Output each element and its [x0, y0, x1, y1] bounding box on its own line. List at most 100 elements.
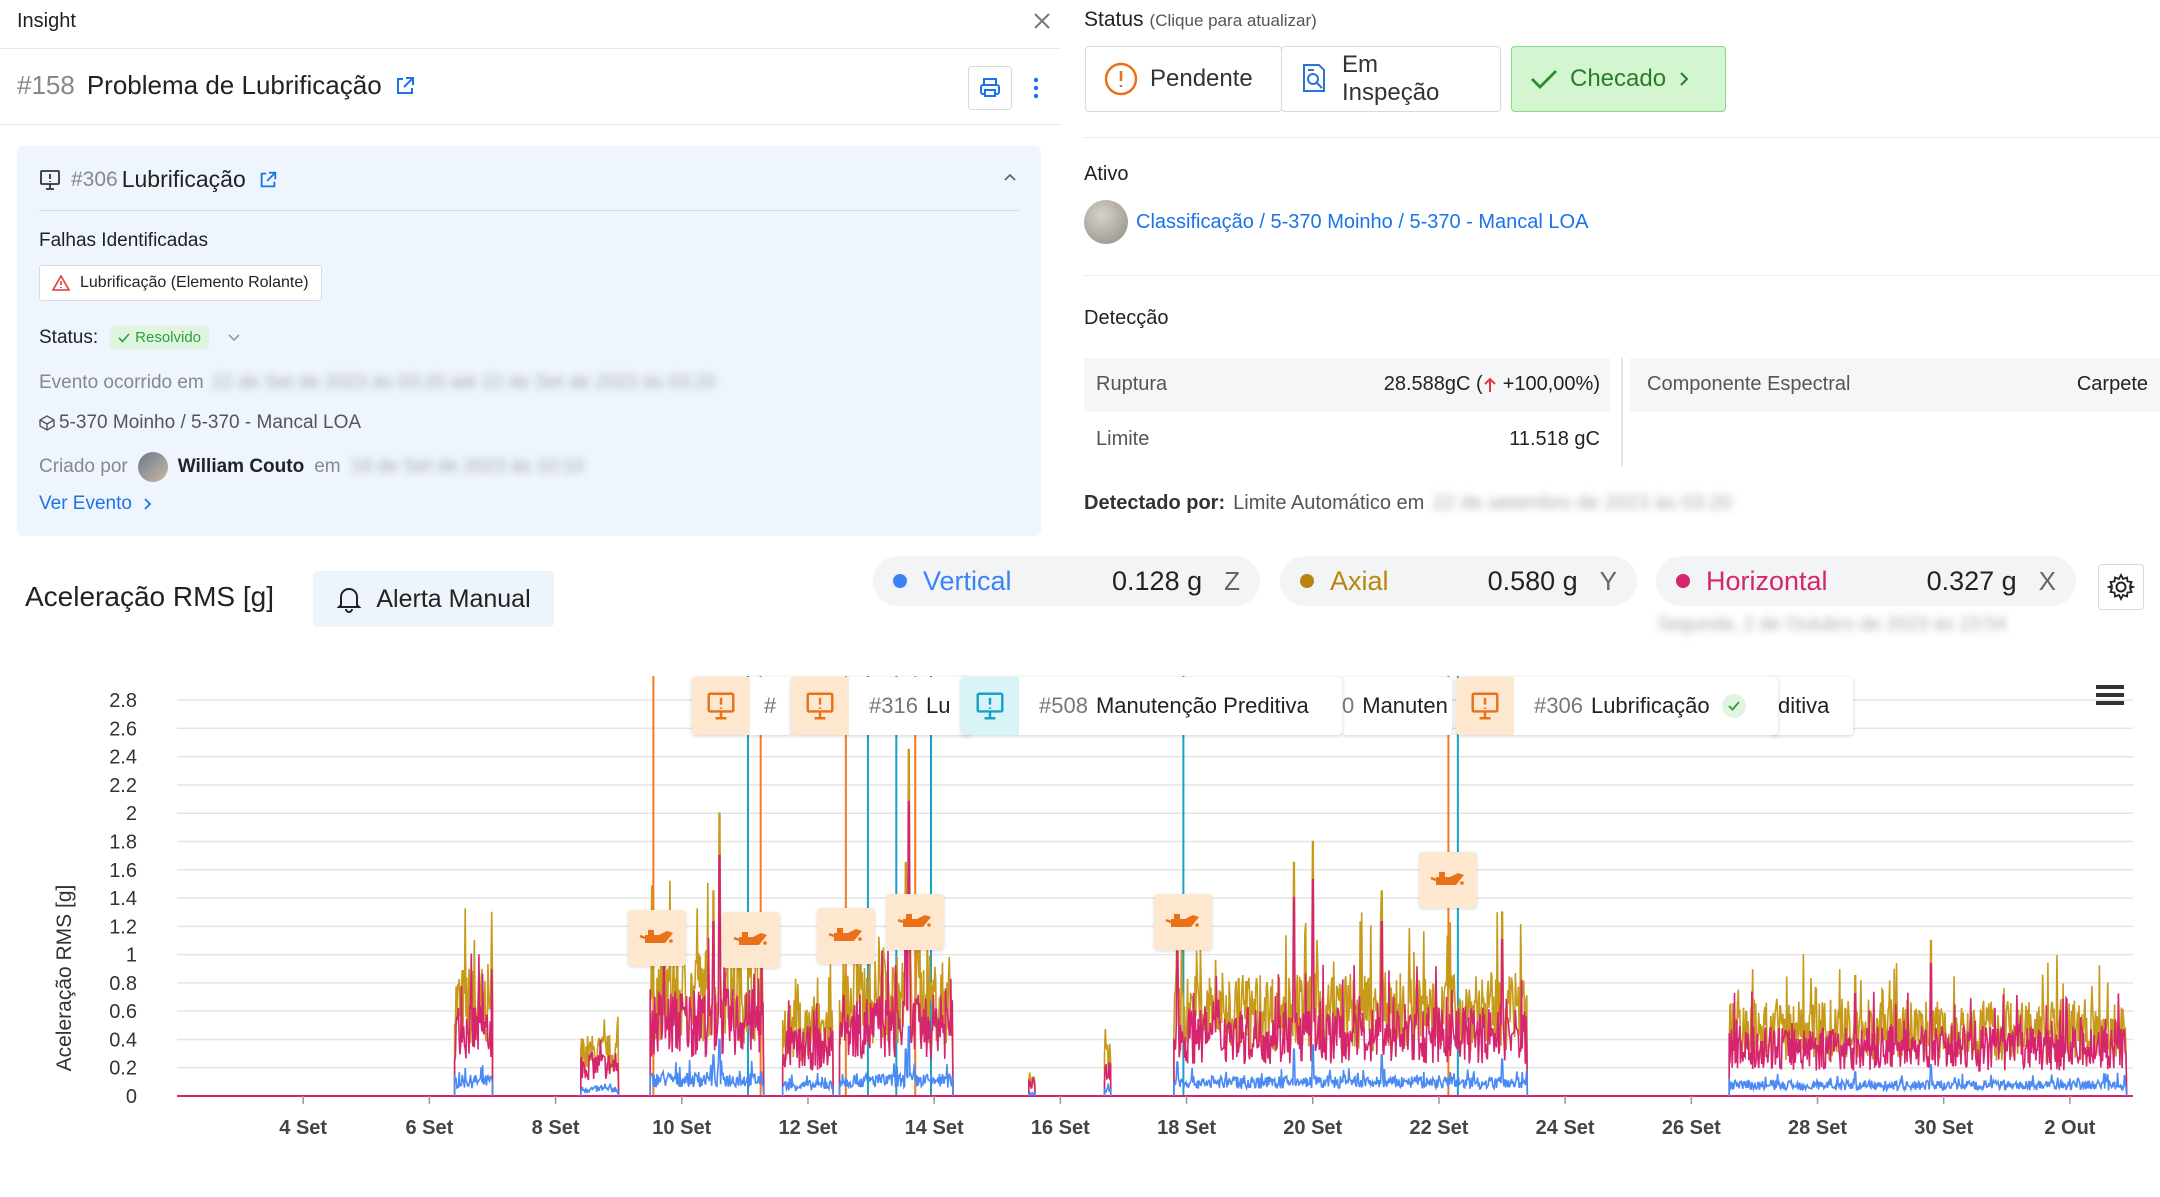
rupture-change: +100,00%) — [1502, 373, 1600, 395]
chevron-up-icon[interactable] — [1002, 170, 1018, 188]
occurred-label: Evento ocorrido em — [39, 372, 204, 393]
rms-chart[interactable]: 00.20.40.60.811.21.41.61.822.22.42.62.8 … — [0, 660, 2160, 1197]
event-created: Criado por William Couto em 18 de Set de… — [39, 452, 584, 482]
annotation-number: #508 — [1039, 693, 1088, 718]
avatar — [137, 452, 168, 482]
status-inspection-button[interactable]: Em Inspeção — [1281, 46, 1501, 112]
monitor-alert-icon — [961, 677, 1019, 735]
chart-title: Aceleração RMS [g] — [25, 581, 274, 612]
status-checked-label: Checado — [1570, 65, 1667, 92]
asset-row: Classificação / 5-370 Moinho / 5-370 - M… — [1084, 200, 1588, 244]
warning-icon — [52, 275, 70, 291]
chevron-down-icon[interactable] — [227, 333, 241, 343]
created-on-value: 18 de Set de 2023 às 10:10 — [350, 456, 585, 477]
x-tick-label: 16 Set — [1031, 1117, 1090, 1139]
annotation-number: 0 — [1342, 693, 1355, 718]
series-horizontal[interactable] — [453, 800, 2128, 1097]
limit-value: 11.518 gC — [1509, 428, 1600, 450]
check-icon — [118, 332, 130, 343]
created-by-name: William Couto — [177, 456, 305, 477]
chart-timestamp: Segunda, 2 de Outubro de 2023 às 23:54 — [1657, 614, 2007, 635]
detection-label: Detecção — [1084, 307, 1169, 329]
external-link-icon[interactable] — [258, 170, 278, 190]
legend-value: 0.580 g — [1487, 565, 1578, 596]
legend-axial[interactable]: Axial 0.580 g Y — [1280, 556, 1637, 606]
y-tick-label: 0.6 — [109, 1001, 137, 1023]
status-badge[interactable]: Resolvido — [110, 326, 210, 349]
y-axis-label: Aceleração RMS [g] — [53, 885, 76, 1072]
annotation-card[interactable]: 0 Manuten — [1342, 677, 1452, 735]
external-link-icon[interactable] — [394, 75, 416, 97]
x-tick-label: 24 Set — [1536, 1117, 1595, 1139]
insight-header-label: Insight — [17, 10, 76, 32]
divider — [1621, 358, 1623, 466]
monitor-alert-icon — [692, 677, 750, 735]
y-tick-label: 0.2 — [109, 1058, 137, 1080]
y-tick-label: 2.8 — [109, 690, 137, 712]
x-axis-ticks: 4 Set 6 Set 8 Set 10 Set 12 Set 14 Set 16 Set 1… — [279, 1096, 2096, 1139]
status-pending-button[interactable]: Pendente — [1085, 46, 1282, 112]
y-tick-label: 1 — [126, 945, 137, 967]
rupture-label: Ruptura — [1096, 373, 1168, 395]
y-tick-label: 2.4 — [109, 747, 137, 769]
arrow-up-icon — [1483, 377, 1496, 392]
x-tick-label: 18 Set — [1157, 1117, 1216, 1139]
manual-alert-label: Alerta Manual — [376, 584, 531, 613]
annotation-number: # — [764, 693, 777, 718]
status-hint: (Clique para atualizar) — [1149, 11, 1317, 30]
asset-path-link[interactable]: Classificação / 5-370 Moinho / 5-370 - M… — [1136, 210, 1589, 233]
chevron-right-icon — [1680, 72, 1689, 86]
status-checked-button[interactable]: Checado — [1511, 46, 1726, 112]
insight-title-text: Problema de Lubrificação — [86, 70, 382, 100]
y-tick-label: 0.8 — [109, 973, 137, 995]
oil-can-icon[interactable] — [816, 908, 875, 965]
legend-vertical[interactable]: Vertical 0.128 g Z — [873, 556, 1260, 606]
annotation-card[interactable]: #306 Lubrificação — [1456, 677, 1778, 735]
event-number: #306 — [71, 167, 118, 191]
divider — [1083, 275, 2160, 276]
divider — [0, 124, 1060, 125]
printer-icon — [980, 78, 1000, 97]
divider — [1083, 137, 2160, 138]
annotation-card[interactable]: #316 Lu — [791, 677, 971, 735]
oil-can-icon[interactable] — [886, 894, 945, 951]
legend-dot — [1676, 574, 1690, 588]
annotation-number: #306 — [1534, 693, 1583, 718]
close-icon[interactable] — [1029, 8, 1055, 34]
chart-series — [177, 748, 2133, 1097]
y-tick-label: 1.4 — [109, 888, 137, 910]
x-tick-label: 2 Out — [2044, 1117, 2095, 1139]
x-tick-label: 14 Set — [905, 1117, 964, 1139]
oil-can-icon[interactable] — [1419, 851, 1478, 908]
print-button[interactable] — [968, 66, 1012, 110]
menu-icon[interactable] — [2094, 682, 2126, 708]
annotation-card[interactable]: # — [692, 677, 792, 735]
failure-tag[interactable]: Lubrificação (Elemento Rolante) — [39, 265, 322, 301]
limit-row: Limite 11.518 gC — [1084, 412, 1610, 466]
event-asset: 5-370 Moinho / 5-370 - Mancal LOA — [39, 412, 361, 434]
view-event-link[interactable]: Ver Evento — [39, 493, 152, 515]
y-axis-ticks: 0 0.2 0.4 0.6 0.8 1 1.2 1.4 1.6 1.8 2 2.2 2.4 2.6 2.8 — [109, 690, 137, 1108]
component-row: Componente Espectral Carpete — [1630, 358, 2160, 412]
status-title-text: Status — [1084, 8, 1144, 31]
component-label: Componente Espectral — [1647, 373, 1851, 395]
annotation-card[interactable]: #508 Manutenção Preditiva — [961, 677, 1342, 735]
settings-button[interactable] — [2098, 564, 2144, 610]
x-tick-label: 4 Set — [279, 1117, 327, 1139]
view-event-label: Ver Evento — [39, 493, 132, 514]
legend-horizontal[interactable]: Horizontal 0.327 g X — [1656, 556, 2076, 606]
manual-alert-button[interactable]: Alerta Manual — [313, 571, 554, 627]
gear-icon — [2107, 573, 2135, 601]
detected-by-value: Limite Automático em — [1233, 492, 1425, 514]
annotation-card[interactable]: ditiva — [1770, 677, 1853, 735]
oil-can-icon[interactable] — [627, 909, 686, 966]
series-vertical[interactable] — [453, 1025, 2128, 1097]
more-vertical-icon[interactable] — [1026, 70, 1046, 106]
annotation-label: Manutenção Preditiva — [1095, 693, 1309, 718]
detected-at: 22 de setembro de 2023 às 03:20 — [1432, 492, 1732, 514]
event-asset-path: 5-370 Moinho / 5-370 - Mancal LOA — [59, 412, 362, 433]
status-title: Status (Clique para atualizar) — [1084, 8, 1317, 32]
oil-can-icon[interactable] — [1154, 894, 1213, 951]
oil-can-icon[interactable] — [722, 912, 781, 969]
legend-dot — [893, 574, 907, 588]
